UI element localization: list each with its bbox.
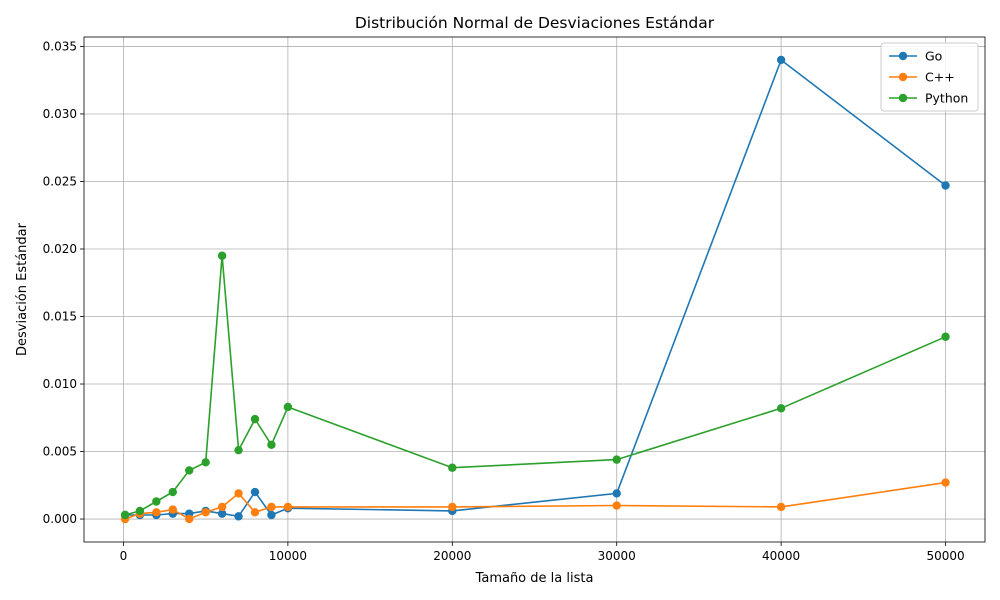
data-point: [267, 502, 276, 512]
data-point: [267, 510, 276, 520]
data-point: [185, 466, 194, 475]
data-point: [448, 463, 457, 472]
data-point: [612, 489, 621, 498]
data-point: [776, 502, 786, 512]
data-point: [612, 501, 621, 510]
data-point: [217, 251, 227, 260]
data-point: [201, 508, 210, 517]
data-point: [250, 508, 260, 517]
data-point: [941, 332, 950, 341]
data-point: [201, 458, 210, 467]
legend-label: Go: [925, 49, 942, 64]
data-point: [250, 487, 260, 497]
legend-label: Python: [925, 91, 968, 106]
data-point: [612, 455, 621, 464]
series-c-: [120, 478, 950, 524]
data-point: [941, 478, 950, 487]
y-tick-label: 0.030: [43, 107, 77, 121]
plot-area-frame: [83, 36, 986, 543]
data-point: [152, 497, 161, 506]
grid: [84, 37, 985, 542]
axis-ticks: 0 10000 20000 30000 40000 50000 0.000 0.005 0.01…: [43, 39, 965, 563]
data-point: [217, 509, 227, 518]
data-point: [250, 414, 260, 424]
x-tick-label: 20000: [433, 549, 471, 563]
data-point: [168, 487, 177, 497]
y-tick-label: 0.000: [43, 512, 77, 526]
legend: Go C++ Python: [880, 42, 979, 112]
data-point: [776, 55, 786, 65]
data-point: [120, 510, 130, 520]
x-tick-label: 10000: [269, 549, 307, 563]
data-point: [941, 181, 950, 190]
data-point: [283, 402, 293, 412]
y-tick-label: 0.020: [43, 242, 77, 256]
data-point: [234, 512, 243, 521]
legend-entry: C++: [889, 70, 955, 85]
data-point: [185, 514, 194, 524]
y-tick-label: 0.025: [43, 174, 77, 188]
data-point: [217, 502, 227, 512]
legend-label: C++: [925, 70, 955, 85]
x-tick-label: 40000: [762, 549, 800, 563]
data-point: [283, 502, 293, 512]
data-point: [267, 440, 276, 449]
legend-box: [880, 42, 979, 112]
chart-title: Distribución Normal de Desviaciones Está…: [355, 14, 715, 32]
legend-entry: Python: [889, 91, 968, 106]
x-axis-label: Tamaño de la lista: [475, 571, 594, 586]
data-point: [168, 505, 177, 514]
legend-entry: Go: [889, 49, 942, 64]
legend-marker: [898, 51, 908, 61]
x-tick-label: 30000: [598, 549, 636, 563]
data-point: [448, 502, 457, 512]
legend-marker: [898, 93, 908, 103]
data-point: [234, 489, 243, 498]
y-tick-label: 0.005: [43, 445, 77, 459]
y-axis-label: Desviación Estándar: [15, 222, 30, 356]
x-tick-label: 50000: [926, 549, 964, 563]
series-lines: [120, 55, 950, 524]
legend-marker: [898, 72, 908, 82]
y-tick-label: 0.035: [43, 39, 77, 53]
data-point: [152, 508, 161, 517]
y-tick-label: 0.010: [43, 377, 77, 391]
data-point: [234, 445, 243, 455]
y-tick-label: 0.015: [43, 310, 77, 324]
data-point: [776, 404, 786, 413]
data-point: [135, 506, 145, 516]
x-tick-label: 0: [120, 549, 128, 563]
series-python: [120, 251, 950, 520]
